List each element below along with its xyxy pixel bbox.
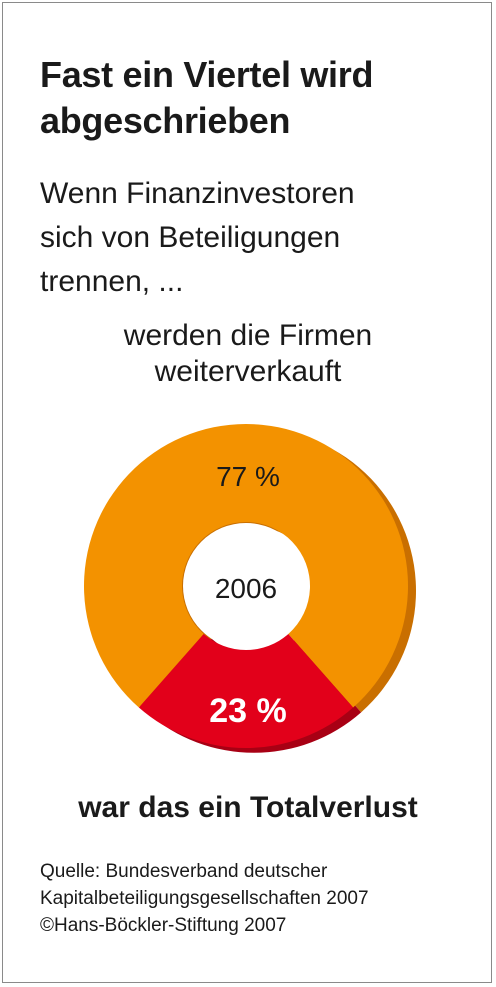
subtitle: Wenn Finanzinvestoren sich von Beteiligu… [40,172,460,304]
subtitle-line-3: trennen, ... [40,265,184,298]
source-note: Quelle: Bundesverband deutscher Kapitalb… [40,858,480,939]
slice-weiterverkauft [84,424,408,708]
copyright-line: ©Hans-Böckler-Stiftung 2007 [40,915,287,936]
donut-chart: 77 % 2006 23 % [84,424,416,753]
label-weiterverkauft: 77 % [216,461,280,492]
label-totalverlust: 23 % [209,692,287,730]
top-caption-line-1: werden die Firmen [123,319,373,352]
slice-totalverlust [138,634,354,748]
top-caption: werden die Firmen weiterverkauft [0,318,496,390]
donut-hole [183,523,309,649]
page-title: Fast ein Viertel wird abgeschrieben [40,52,460,144]
source-line-1: Quelle: Bundesverband deutscher [40,861,328,882]
subtitle-line-2: sich von Beteiligungen [40,221,341,254]
bottom-caption: war das ein Totalverlust [78,791,418,824]
source-line-2: Kapitalbeteiligungsgesellschaften 2007 [40,888,369,909]
center-year-label: 2006 [215,573,277,604]
subtitle-line-1: Wenn Finanzinvestoren [40,177,355,210]
top-caption-line-2: weiterverkauft [154,355,342,388]
title-line-2: abgeschrieben [40,100,291,141]
title-line-1: Fast ein Viertel wird [40,54,374,95]
